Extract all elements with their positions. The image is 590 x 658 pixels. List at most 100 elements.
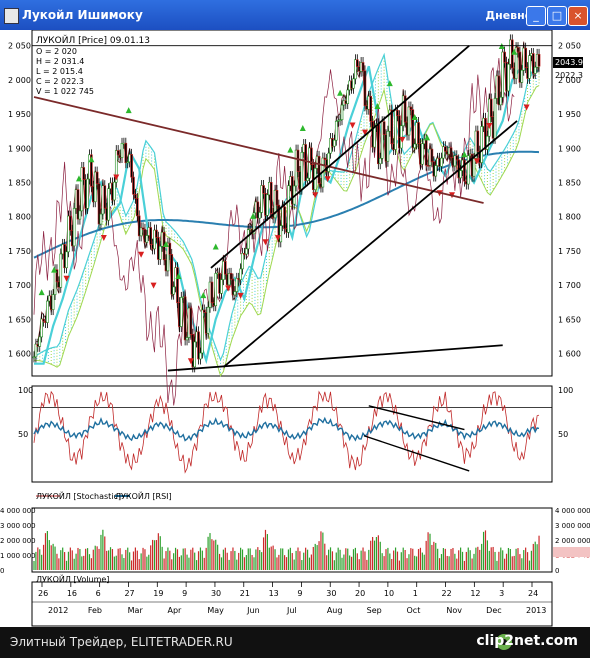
candle — [377, 123, 380, 165]
volume-bar — [262, 537, 265, 570]
candle — [310, 147, 313, 165]
volume-bar — [513, 555, 515, 570]
volume-bar — [41, 554, 43, 570]
volume-bar — [83, 555, 85, 570]
volume-bar — [44, 533, 47, 570]
volume-bar — [234, 550, 236, 570]
volume-bar — [230, 551, 232, 570]
footer: Элитный Трейдер, ELITETRADER.RU clip2net… — [0, 627, 590, 658]
volume-bar — [245, 555, 247, 570]
volume-bar — [509, 549, 511, 570]
candle — [459, 170, 462, 179]
volume-bar — [519, 554, 521, 570]
volume-bar — [161, 546, 163, 570]
volume-bar — [435, 542, 437, 570]
volume-bar — [178, 556, 180, 570]
x-tick-day-label: 30 — [211, 589, 221, 598]
candle — [231, 278, 235, 296]
candle — [340, 104, 344, 120]
volume-bar — [280, 548, 282, 570]
candle — [378, 158, 382, 165]
candle — [69, 215, 72, 231]
minimize-button[interactable]: _ — [526, 6, 546, 26]
candle — [214, 273, 218, 307]
volume-bar — [52, 543, 54, 570]
candle — [300, 152, 304, 190]
volume-bar — [515, 548, 517, 570]
volume-bar — [494, 551, 496, 570]
volume-bar — [196, 560, 198, 570]
fractal-down-arrow — [262, 239, 269, 246]
volume-bar — [448, 556, 450, 570]
volume-bar — [331, 551, 334, 570]
candle — [172, 286, 175, 295]
y-tick-left: 1 800 — [8, 213, 31, 222]
volume-bar — [182, 548, 184, 570]
volume-bar — [65, 560, 68, 570]
volume-bar — [176, 549, 179, 570]
volume-bar — [404, 549, 406, 570]
candle — [493, 98, 497, 139]
volume-bar — [81, 556, 83, 570]
x-tick-day-label: 20 — [355, 589, 365, 598]
candle — [409, 106, 413, 110]
candle — [65, 251, 68, 269]
candle — [476, 130, 480, 152]
fractal-down-arrow — [187, 358, 194, 365]
y-tick-right: 2 000 — [558, 76, 581, 85]
candle — [124, 142, 128, 164]
fractal-up-arrow — [511, 48, 518, 55]
maximize-button[interactable]: □ — [547, 6, 567, 26]
close-button[interactable]: × — [568, 6, 588, 26]
volume-bar — [293, 559, 295, 570]
volume-tick-right: 4 000 000 — [555, 507, 590, 515]
x-tick-day-label: 6 — [96, 589, 101, 598]
volume-bar — [297, 547, 299, 570]
candle — [137, 215, 141, 237]
oscillator-channel-lower — [363, 435, 470, 472]
volume-bar — [123, 558, 125, 570]
volume-bar — [484, 530, 487, 570]
candle — [486, 135, 489, 150]
volume-bar — [238, 552, 240, 570]
candle — [411, 109, 415, 149]
fractal-down-arrow — [100, 235, 107, 242]
volume-bar — [373, 540, 376, 570]
volume-bar — [77, 547, 79, 570]
volume-bar — [71, 550, 73, 570]
volume-bar — [312, 546, 314, 570]
fractal-down-arrow — [399, 136, 406, 143]
candle — [59, 253, 63, 288]
candle — [260, 185, 263, 213]
candle — [113, 181, 116, 201]
candle — [239, 268, 242, 280]
candle — [304, 144, 307, 181]
candle — [197, 331, 200, 360]
volume-bar — [203, 557, 205, 570]
chart-window-icon — [4, 8, 19, 24]
x-tick-day-label: 30 — [326, 589, 336, 598]
x-tick-day-label: 26 — [38, 589, 48, 598]
volume-bar — [272, 545, 274, 570]
candle — [440, 157, 443, 167]
volume-bar — [142, 547, 144, 570]
candle — [497, 75, 501, 106]
y-tick-right: 1 800 — [558, 213, 581, 222]
candle — [323, 157, 327, 160]
candle — [430, 148, 434, 163]
candle — [126, 161, 130, 164]
volume-bar — [285, 557, 288, 570]
volume-bar — [69, 547, 71, 570]
y-tick-left: 2 050 — [8, 42, 31, 51]
fractal-down-arrow — [312, 192, 319, 199]
candle — [488, 98, 491, 137]
volume-bar — [492, 546, 494, 570]
ohlc-readout-line: O = 2 020 — [36, 47, 77, 56]
volume-bar — [362, 547, 364, 570]
candle — [532, 53, 535, 74]
volume-bar — [194, 552, 196, 570]
clip2net-logo[interactable]: clip2net.com — [476, 633, 578, 649]
volume-bar — [130, 560, 133, 570]
volume-bar — [335, 552, 337, 570]
